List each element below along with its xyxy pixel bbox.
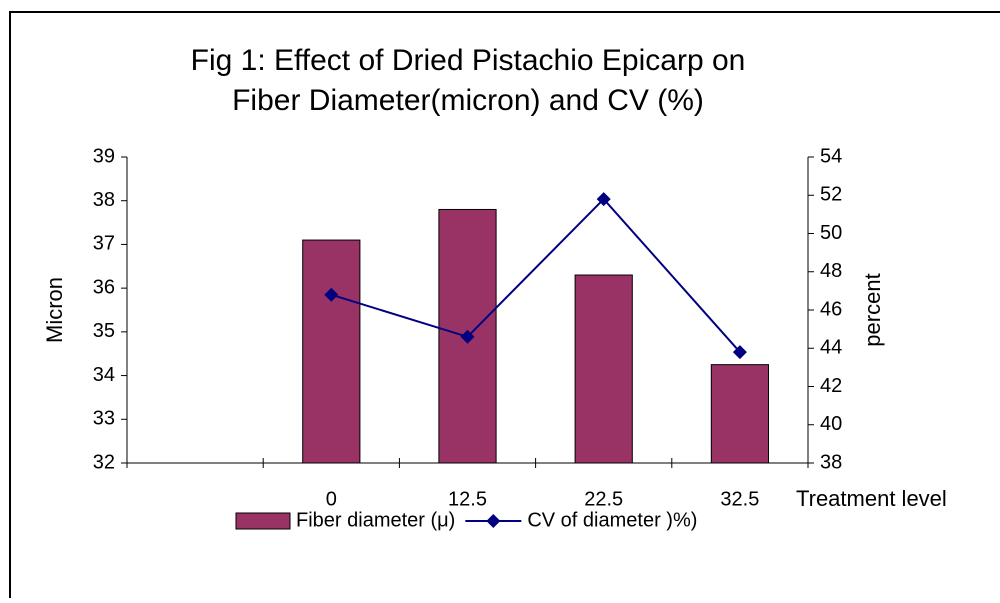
y2-tick-label: 38 [820, 451, 842, 473]
legend-label: Fiber diameter (μ) [296, 509, 455, 531]
line-marker [596, 192, 611, 207]
bar [302, 239, 361, 464]
y2-tick-label: 42 [820, 375, 842, 397]
line-marker [324, 287, 339, 302]
x-tick-label: 0 [326, 488, 337, 510]
y-tick-label: 36 [93, 276, 115, 298]
y2-tick-label: 54 [820, 145, 842, 167]
y2-tick-label: 46 [820, 298, 842, 320]
y-tick-label: 34 [93, 364, 115, 386]
legend-swatch [235, 512, 291, 530]
x-tick-label: 32.5 [720, 488, 759, 510]
y2-tick-label: 40 [820, 413, 842, 435]
y2-tick-label: 44 [820, 337, 842, 359]
y-tick-label: 37 [93, 233, 115, 255]
legend-label: CV of diameter )%) [527, 509, 697, 531]
x-tick-label: 22.5 [584, 488, 623, 510]
legend-marker [486, 514, 501, 528]
y2-tick-label: 52 [820, 184, 842, 206]
line-marker [732, 345, 747, 360]
y2-tick-label: 50 [820, 222, 842, 244]
x-axis-title: Treatment level [796, 486, 947, 511]
y-tick-label: 32 [93, 451, 115, 473]
chart-title: Fiber Diameter(micron) and CV (%) [232, 84, 704, 117]
y2-tick-label: 48 [820, 260, 842, 282]
y-tick-label: 38 [93, 189, 115, 211]
y-axis-title: Micron [42, 277, 67, 343]
chart-frame [9, 11, 1000, 603]
y-tick-label: 39 [93, 145, 115, 167]
y-tick-label: 33 [93, 408, 115, 430]
y-tick-label: 35 [93, 320, 115, 342]
x-tick-label: 12.5 [448, 488, 487, 510]
bar [710, 364, 770, 464]
line [331, 197, 741, 353]
y2-axis-title: percent [860, 273, 885, 346]
line-marker [460, 329, 475, 344]
bar [574, 274, 633, 464]
chart-title: Fig 1: Effect of Dried Pistachio Epicarp… [191, 44, 746, 77]
